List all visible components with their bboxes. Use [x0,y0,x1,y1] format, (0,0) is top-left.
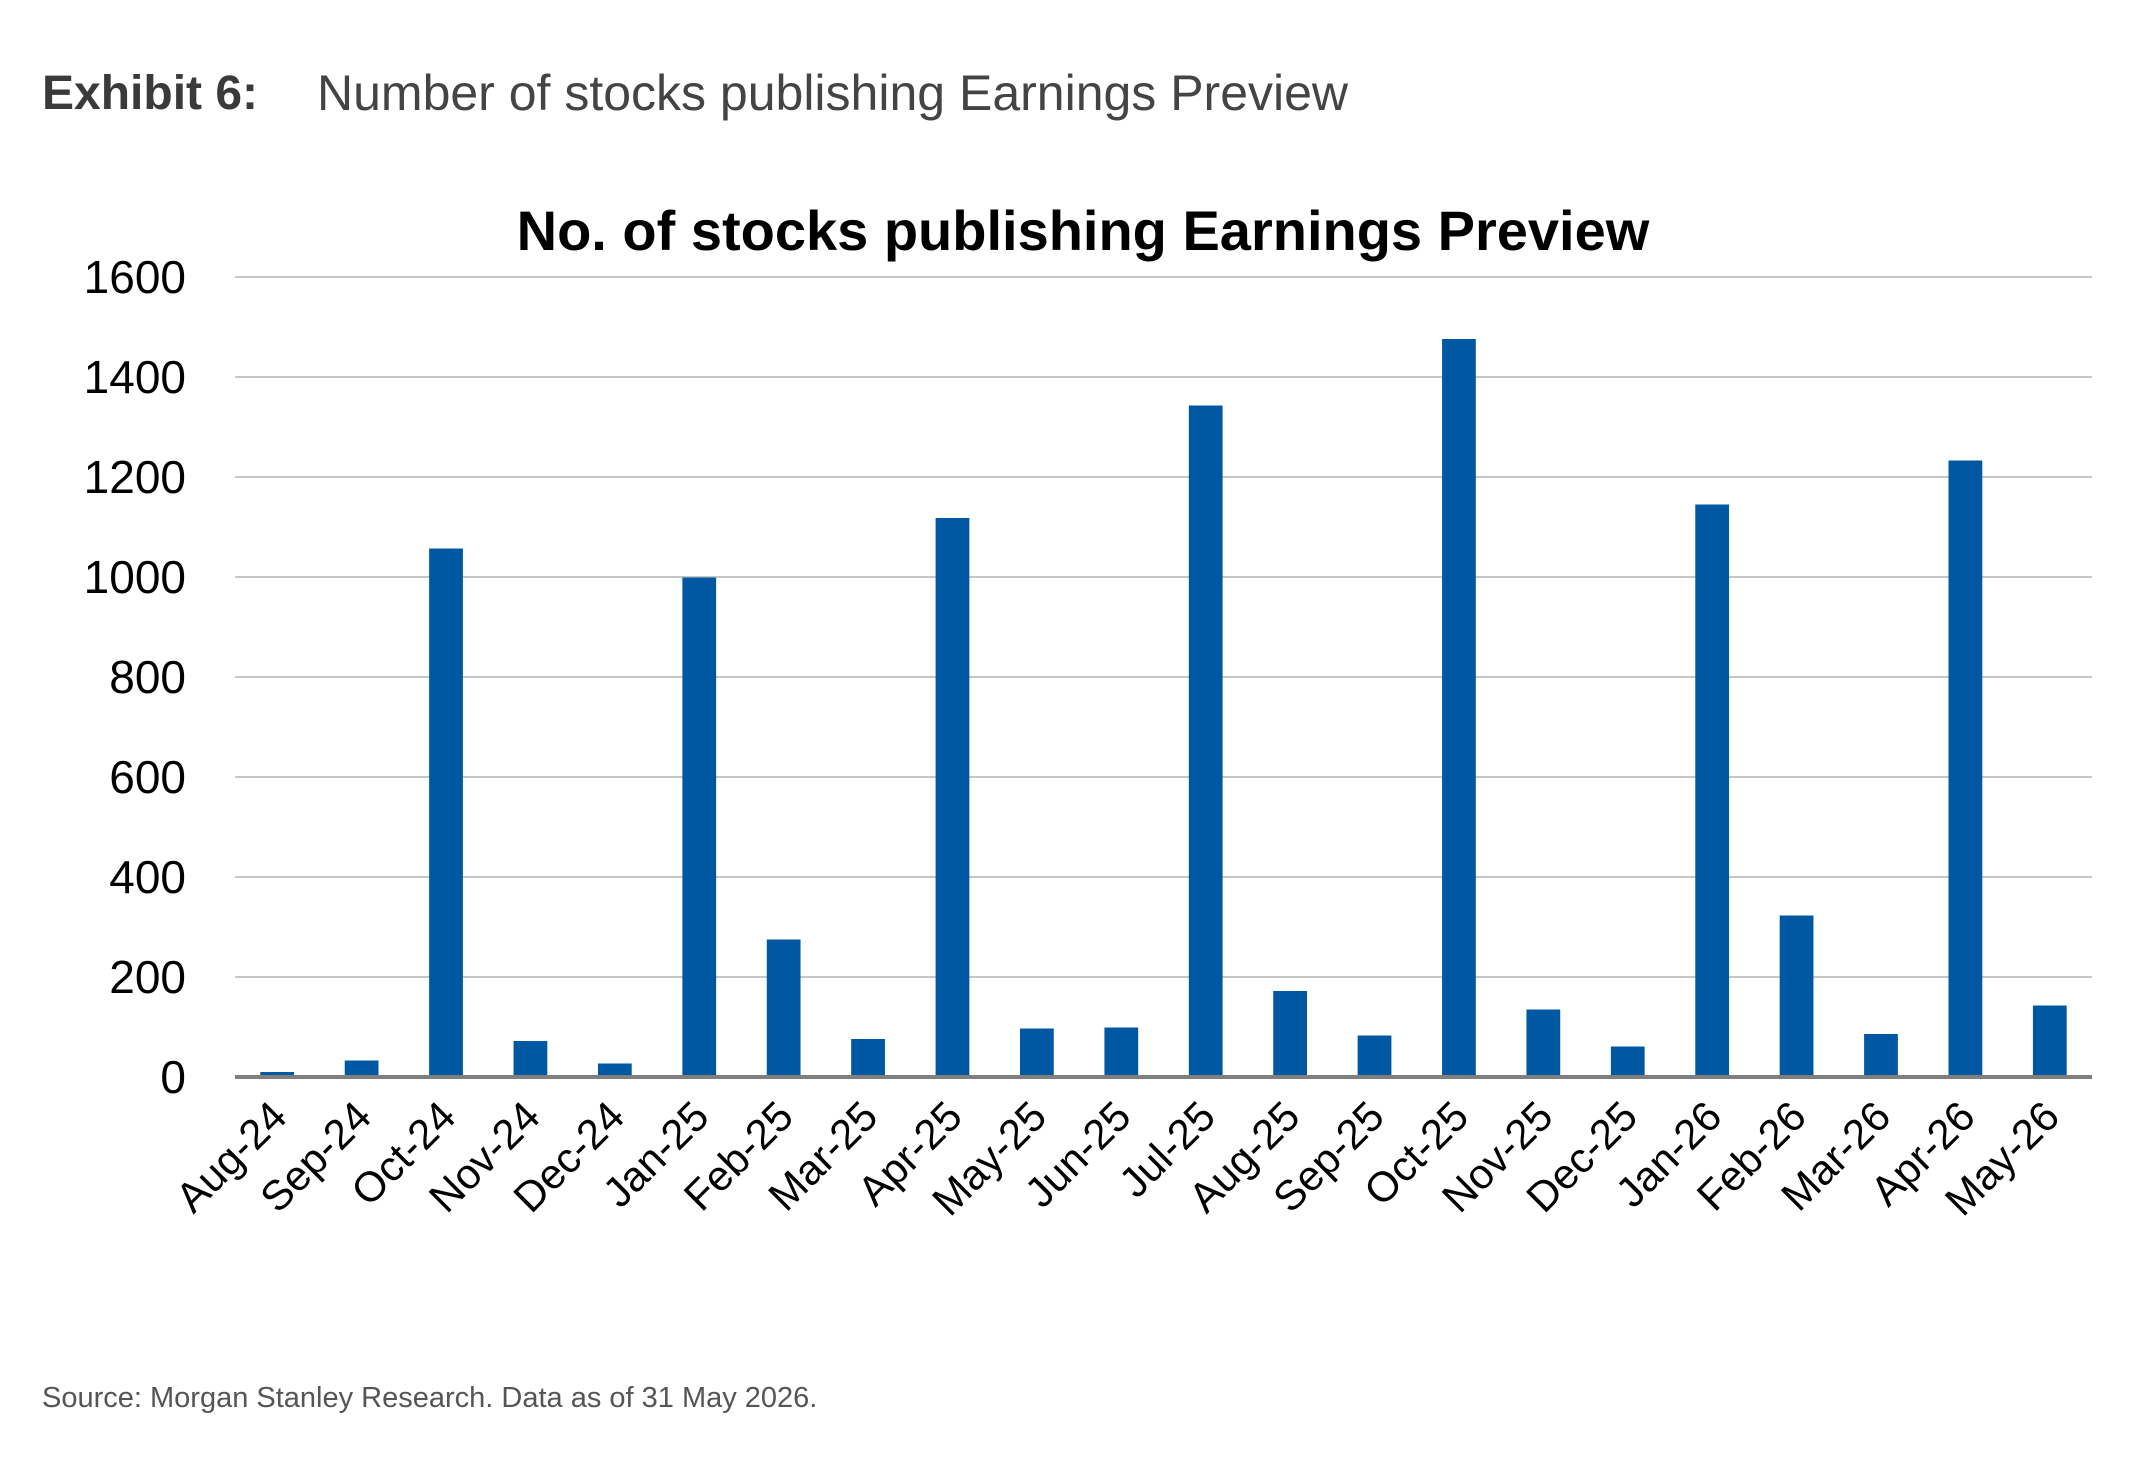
bar-sep-24 [344,1060,379,1077]
y-tick-label: 200 [109,951,186,1003]
exhibit-title: Number of stocks publishing Earnings Pre… [317,65,1349,121]
bar-chart: No. of stocks publishing Earnings Previe… [84,199,2092,1224]
bar-aug-25 [1273,991,1307,1077]
bar-apr-25 [935,518,970,1077]
bar-dec-25 [1610,1046,1645,1077]
y-tick-label: 1200 [84,451,186,503]
bar-nov-25 [1526,1009,1561,1077]
y-tick-label: 400 [109,851,186,903]
exhibit-header: Exhibit 6: Number of stocks publishing E… [42,58,1348,128]
bar-jul-25 [1188,405,1223,1077]
y-tick-label: 1600 [84,251,186,303]
bars [260,339,2067,1077]
y-axis-tick-labels: 0 200 400 600 800 1000 1200 1400 1600 [84,251,186,1103]
bar-nov-24 [513,1041,548,1077]
bar-sep-25 [1357,1035,1392,1077]
bar-mar-26 [1864,1034,1898,1077]
bar-jan-26 [1695,504,1730,1077]
y-tick-label: 0 [160,1051,186,1103]
bar-feb-25 [766,939,801,1077]
bar-aug-24 [260,1072,295,1077]
exhibit-label: Exhibit 6: [42,66,259,120]
bar-apr-26 [1948,460,1983,1077]
x-axis-category-labels: Aug-24Sep-24Oct-24Nov-24Dec-24Jan-25Feb-… [167,1092,2069,1224]
bar-feb-26 [1779,915,1814,1077]
y-tick-label: 800 [109,651,186,703]
bar-oct-24 [429,548,463,1077]
bar-jun-25 [1104,1027,1139,1077]
chart-title: No. of stocks publishing Earnings Previe… [517,199,1650,262]
y-tick-label: 600 [109,751,186,803]
y-tick-label: 1400 [84,351,186,403]
source-note: Source: Morgan Stanley Research. Data as… [42,1382,818,1414]
bar-may-26 [2032,1005,2067,1077]
bar-may-25 [1020,1028,1054,1077]
bar-mar-25 [851,1039,885,1077]
y-tick-label: 1000 [84,551,186,603]
gridlines [235,276,2092,978]
bar-oct-25 [1442,339,1476,1077]
bar-jan-25 [682,577,717,1077]
bar-dec-24 [597,1063,632,1077]
